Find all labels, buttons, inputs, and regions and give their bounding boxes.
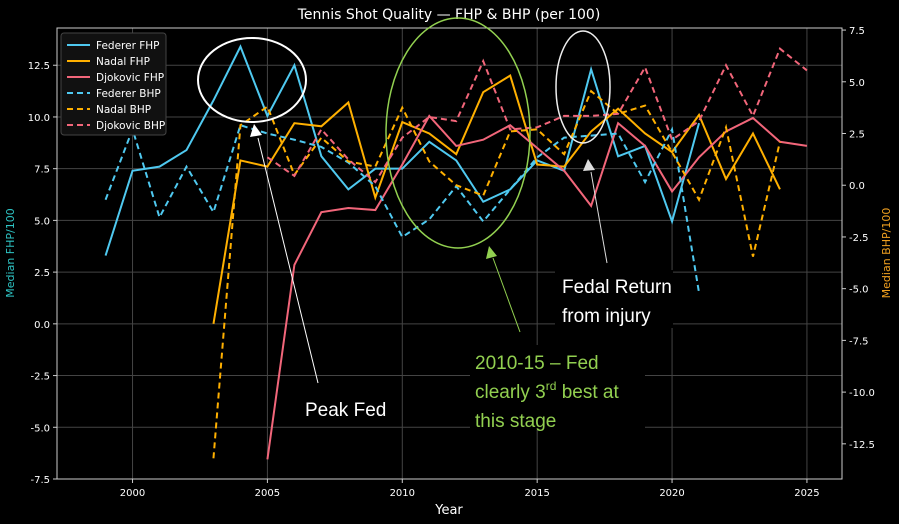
chart-title: Tennis Shot Quality — FHP & BHP (per 100… bbox=[297, 7, 601, 23]
y-tick-left-label: 12.5 bbox=[28, 61, 50, 72]
axis-ticks: 2000 2005 2010 2015 2020 2025 -7.5 -5.0 -2.5 0.0 2… bbox=[28, 26, 875, 499]
legend-label: Federer FHP bbox=[96, 40, 160, 52]
y-tick-right-label: 0.0 bbox=[849, 181, 865, 192]
y-tick-left-label: 10.0 bbox=[28, 113, 50, 124]
fedal-return-ellipse bbox=[555, 30, 611, 144]
series-djokovic-bhp bbox=[266, 47, 808, 184]
y-tick-right-label: 2.5 bbox=[849, 130, 865, 141]
peak-fed-ellipse bbox=[197, 37, 307, 123]
fedal-arrowhead bbox=[583, 159, 595, 171]
svg-text:clearly 3rd best at: clearly 3rd best at bbox=[475, 379, 619, 403]
fedal-label-line2: from injury bbox=[562, 306, 651, 327]
series-nadal-fhp bbox=[212, 74, 781, 325]
fed-3rd-label-line2-end: best at bbox=[556, 382, 619, 403]
y-axis-right-label: Median BHP/100 bbox=[880, 208, 893, 299]
y-tick-left-label: 7.5 bbox=[34, 165, 50, 176]
y-tick-right-label: -12.5 bbox=[849, 440, 875, 451]
annotations: Peak Fed Fedal Return from injury 2010-1… bbox=[197, 17, 673, 432]
fed-3rd-ellipse bbox=[385, 17, 531, 249]
y-tick-right-label: 7.5 bbox=[849, 26, 865, 37]
legend: Federer FHP Nadal FHP Djokovic FHP Federer … bbox=[60, 32, 167, 136]
y-tick-left-label: 5.0 bbox=[34, 216, 50, 227]
y-tick-left-label: -5.0 bbox=[30, 423, 50, 434]
fed-3rd-label-line2: clearly 3 bbox=[475, 382, 546, 403]
fed-3rd-label-line3: this stage bbox=[475, 411, 556, 432]
y-tick-right-label: -7.5 bbox=[849, 336, 869, 347]
legend-label: Federer BHP bbox=[96, 88, 161, 100]
series-djokovic-fhp bbox=[266, 114, 808, 460]
y-tick-right-label: -2.5 bbox=[849, 233, 869, 244]
series-lines bbox=[104, 44, 808, 460]
y-tick-left-label: 0.0 bbox=[34, 320, 50, 331]
fed-3rd-arrowhead bbox=[486, 246, 497, 259]
legend-label: Djokovic BHP bbox=[96, 120, 165, 132]
fedal-label-line1: Fedal Return bbox=[562, 277, 672, 298]
grid bbox=[57, 28, 842, 480]
fed-3rd-label-line1: 2010-15 – Fed bbox=[475, 353, 599, 374]
x-tick-label: 2005 bbox=[255, 488, 280, 499]
y-tick-left-label: -7.5 bbox=[30, 475, 50, 486]
fed-3rd-label-sup: rd bbox=[546, 379, 557, 393]
peak-fed-label: Peak Fed bbox=[305, 400, 386, 421]
y-tick-left-label: 2.5 bbox=[34, 268, 50, 279]
x-tick-label: 2010 bbox=[390, 488, 415, 499]
x-tick-label: 2000 bbox=[120, 488, 145, 499]
x-tick-label: 2015 bbox=[524, 488, 549, 499]
y-axis-left-label: Median FHP/100 bbox=[4, 208, 17, 297]
y-tick-left-label: -2.5 bbox=[30, 372, 50, 383]
series-nadal-bhp bbox=[212, 89, 781, 459]
y-tick-right-label: -5.0 bbox=[849, 285, 869, 296]
x-axis-label: Year bbox=[434, 503, 463, 518]
legend-label: Nadal BHP bbox=[96, 104, 151, 116]
y-tick-right-label: 5.0 bbox=[849, 78, 865, 89]
x-tick-label: 2020 bbox=[659, 488, 684, 499]
y-tick-right-label: -10.0 bbox=[849, 388, 875, 399]
legend-label: Djokovic FHP bbox=[96, 72, 164, 84]
plot-frame bbox=[56, 27, 843, 480]
x-tick-label: 2025 bbox=[794, 488, 819, 499]
peak-fed-arrowhead bbox=[250, 124, 262, 137]
legend-label: Nadal FHP bbox=[96, 56, 150, 68]
